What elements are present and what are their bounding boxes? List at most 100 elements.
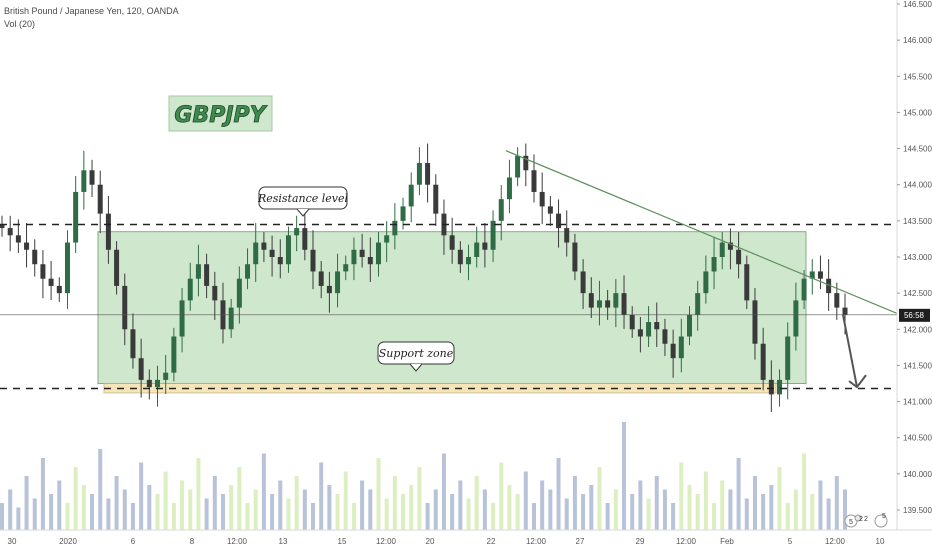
candle (506, 159, 512, 214)
candle (302, 212, 308, 261)
projection-arrowhead (848, 374, 867, 389)
volume-bar (270, 494, 275, 530)
volume-bar (130, 503, 135, 530)
volume-bar (65, 503, 70, 530)
candle-body (15, 235, 21, 243)
symbol-info: British Pound / Japanese Yen, 120, OANDA (4, 6, 179, 16)
event-badge-4: 5 (882, 513, 886, 520)
event-badges[interactable]: 5 2 2 5 (844, 513, 888, 528)
candle-body (375, 242, 381, 265)
volume-bar (311, 503, 316, 530)
candle-body (572, 242, 578, 272)
volume-bar (368, 489, 373, 530)
candle (253, 223, 259, 282)
candle-body (269, 249, 275, 257)
volume-bar (638, 480, 643, 530)
y-tick-label: 146.000 (903, 36, 932, 45)
event-badge-1: 5 (849, 519, 853, 526)
candle-body (0, 224, 5, 229)
volume-bar (81, 485, 86, 530)
candle-body (547, 206, 553, 214)
volume-bar (458, 480, 463, 530)
volume-bar (278, 480, 283, 530)
candles (0, 143, 848, 413)
x-tick-label: 27 (576, 537, 585, 546)
candle (81, 150, 87, 210)
candle (425, 143, 431, 203)
candle (294, 215, 300, 252)
candle (646, 306, 652, 347)
candle-body (596, 300, 602, 308)
candle (359, 233, 365, 268)
x-tick-label: 12:00 (526, 537, 547, 546)
candle (801, 270, 807, 310)
volume-bar (622, 422, 627, 530)
volume-indicator-label[interactable]: Vol (20) (4, 19, 36, 29)
candle-body (621, 293, 627, 315)
volume-bar (220, 494, 225, 530)
candle (572, 233, 578, 281)
volume-bar (441, 453, 446, 530)
candle (654, 302, 660, 347)
candle-body (285, 235, 291, 265)
candle (138, 338, 144, 398)
candle (719, 232, 725, 270)
volume-bar (695, 494, 700, 530)
candle-body (834, 293, 840, 308)
candle-body (654, 322, 660, 330)
candle-body (343, 264, 349, 272)
candle (155, 365, 161, 407)
candle-body (449, 235, 455, 250)
candle (433, 174, 439, 226)
candle-body (228, 307, 234, 330)
volume-bar (106, 498, 111, 530)
volume-bar (785, 503, 790, 530)
volume-bar (16, 507, 21, 530)
candle-body (556, 213, 562, 229)
candle-body (727, 242, 733, 250)
volume-bar (548, 489, 553, 530)
candle (736, 232, 742, 279)
time-axis[interactable]: 30 2020 6 8 12:00 13 15 12:00 20 22 12:00 27 29 12:00… (8, 537, 885, 546)
volume-bar (744, 498, 749, 530)
candle-body (695, 293, 701, 315)
candle-body (425, 163, 431, 185)
x-tick-label: 12:00 (825, 537, 846, 546)
candle-body (801, 278, 807, 301)
candle-body (130, 329, 136, 359)
candle (146, 369, 152, 400)
candle (326, 271, 332, 313)
volume-bar (597, 467, 602, 530)
candle-body (670, 343, 676, 359)
candle-body (302, 228, 308, 250)
volume-bar (49, 494, 54, 530)
candle (114, 241, 120, 295)
volume-bar (777, 467, 782, 530)
candle (466, 244, 472, 281)
candle (48, 260, 54, 301)
candle (228, 298, 234, 338)
candle-body (56, 285, 62, 294)
candle-body (613, 293, 619, 308)
candle (482, 223, 488, 268)
x-tick-label: 30 (8, 537, 17, 546)
candle-body (629, 314, 635, 330)
candle-body (81, 170, 87, 192)
volume-bar (507, 485, 512, 530)
candle (637, 316, 643, 353)
price-axis[interactable]: 146.500 146.000 145.500 145.000 144.500 144.0… (897, 0, 932, 515)
last-price-text: 56:58 (904, 311, 925, 320)
volume-bar (793, 489, 798, 530)
volume-bar (712, 503, 717, 530)
volume-bar (302, 489, 307, 530)
candle-body (326, 285, 332, 294)
candle (285, 226, 291, 273)
x-tick-label: 13 (279, 537, 288, 546)
candle (678, 318, 684, 373)
candle-body (7, 228, 13, 236)
volume-bar (556, 458, 561, 530)
volume-bar (687, 485, 692, 530)
volume-bar (466, 498, 471, 530)
volume-bar (188, 489, 193, 530)
